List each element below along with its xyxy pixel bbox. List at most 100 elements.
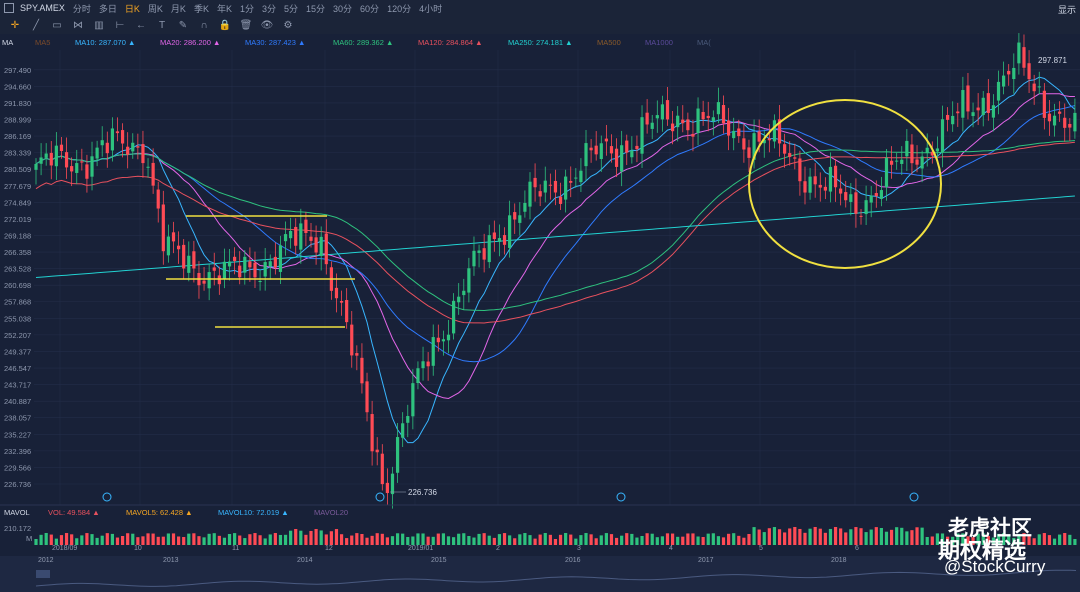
candle-body <box>253 262 257 278</box>
candle-body <box>915 159 919 165</box>
candle-body <box>971 112 975 117</box>
period-tab-9[interactable]: 5分 <box>284 3 299 14</box>
volume-bar <box>665 533 670 545</box>
candle-body <box>604 138 608 142</box>
candle-body <box>95 147 99 159</box>
candle-body <box>732 130 736 139</box>
volume-bar <box>457 533 461 545</box>
candle-body <box>156 189 160 209</box>
ma-tag[interactable]: MA <box>2 37 14 47</box>
ma-legend-item-4[interactable]: MA60: 289.362 ▲ <box>333 38 393 47</box>
navigator-handle[interactable] <box>36 570 50 578</box>
measure-icon[interactable]: ⊢ <box>115 19 125 31</box>
period-tab-11[interactable]: 30分 <box>333 3 353 14</box>
ma-legend-item-5[interactable]: MA120: 284.864 ▲ <box>418 38 483 47</box>
ma-legend-item-8[interactable]: MA1000 <box>645 38 673 47</box>
period-tab-4[interactable]: 月K <box>170 3 186 14</box>
price-tick-16: 252.207 <box>4 331 31 340</box>
range-navigator[interactable]: 2012 2013 2014 2015 2016 2017 2018 <box>0 556 1080 592</box>
volume-bar <box>217 535 221 545</box>
volume-bar <box>304 534 308 545</box>
volume-legend-item-2[interactable]: MAVOL10: 72.019 ▲ <box>218 508 289 517</box>
candle-body <box>334 287 339 299</box>
crosshair-icon[interactable]: ✛ <box>10 19 20 31</box>
pencil-icon[interactable]: ✎ <box>178 19 188 31</box>
period-tab-3[interactable]: 周K <box>147 3 163 14</box>
candle-body <box>207 272 211 289</box>
volume-bar <box>925 537 929 545</box>
candle-body <box>299 223 303 250</box>
pattern-icon[interactable]: ⋈ <box>73 19 83 31</box>
period-tab-7[interactable]: 1分 <box>239 3 254 14</box>
volume-bar <box>533 538 537 545</box>
volume-tag[interactable]: MAVOL <box>4 508 30 517</box>
volume-bar <box>951 536 955 545</box>
period-tab-2[interactable]: 日K <box>124 3 140 14</box>
fibonacci-icon[interactable]: ▥ <box>94 19 104 31</box>
volume-bar <box>940 533 945 545</box>
visibility-icon[interactable]: 👁 <box>260 19 274 31</box>
volume-bar <box>334 529 339 545</box>
vol-value: 49.584 ▲ <box>65 508 100 517</box>
volume-bar <box>777 529 782 545</box>
volume-bar <box>1042 533 1046 545</box>
magnet-icon[interactable]: ∩ <box>200 19 208 31</box>
volume-bar <box>523 533 527 545</box>
event-marker-icon[interactable] <box>909 492 919 502</box>
candle-body <box>783 144 787 154</box>
rectangle-icon[interactable]: ▭ <box>52 19 62 31</box>
period-tab-0[interactable]: 分时 <box>72 3 91 14</box>
event-marker-icon[interactable] <box>102 492 112 502</box>
candle-body <box>996 81 1001 101</box>
arrow-icon[interactable]: ← <box>136 19 146 31</box>
symbol-label[interactable]: SPY.AMEX <box>20 3 65 13</box>
period-tab-12[interactable]: 60分 <box>360 3 380 14</box>
navigator-year-0: 2012 <box>38 557 54 564</box>
period-tab-14[interactable]: 4小时 <box>419 3 443 14</box>
ma-legend-item-1[interactable]: MA10: 287.070 ▲ <box>75 38 135 47</box>
event-marker-icon[interactable] <box>616 492 626 502</box>
lock-icon[interactable]: 🔒 <box>218 19 232 31</box>
period-tab-5[interactable]: 季K <box>193 3 209 14</box>
period-tab-13[interactable]: 120分 <box>387 3 412 14</box>
volume-bar <box>80 535 84 545</box>
candle-body <box>421 361 425 369</box>
event-marker-icon[interactable] <box>375 492 385 502</box>
ma-legend-item-6[interactable]: MA250: 274.181 ▲ <box>508 38 573 47</box>
display-button[interactable]: 显示 <box>1057 5 1076 15</box>
candle-body <box>436 337 440 343</box>
candle-body <box>472 250 476 267</box>
candle-body <box>635 145 639 150</box>
ma-legend-item-2[interactable]: MA20: 286.200 ▲ <box>160 38 220 47</box>
volume-bar <box>1022 533 1026 545</box>
volume-legend-item-1[interactable]: MAVOL5: 62.428 ▲ <box>126 508 193 517</box>
volume-bar <box>889 529 894 545</box>
trendline-icon[interactable]: ╱ <box>32 19 40 31</box>
volume-bar <box>742 537 746 545</box>
candle-body <box>462 290 466 296</box>
period-tab-8[interactable]: 3分 <box>261 3 276 14</box>
volume-legend-item-0[interactable]: VOL: 49.584 ▲ <box>48 508 100 517</box>
ma-legend-item-7[interactable]: MA500 <box>597 38 621 47</box>
ma-legend-item-0[interactable]: MA5 <box>35 38 50 47</box>
candle-body <box>895 160 899 162</box>
candle-body <box>146 166 150 168</box>
settings-icon[interactable]: ⚙ <box>283 19 293 31</box>
candle-body <box>747 147 751 158</box>
period-tab-1[interactable]: 多日 <box>98 3 117 14</box>
volume-bar <box>655 537 659 545</box>
volume-legend-item-3[interactable]: MAVOL20 <box>314 508 348 517</box>
ma-label: MA5 <box>35 38 51 47</box>
volume-bar <box>991 537 996 545</box>
candle-body <box>553 180 558 193</box>
trash-icon[interactable]: 🗑 <box>239 19 253 31</box>
ma-legend-item-9[interactable]: MA( <box>697 38 711 47</box>
candle-body <box>1022 47 1026 68</box>
period-tab-6[interactable]: 年K <box>216 3 232 14</box>
text-icon[interactable]: T <box>158 19 166 31</box>
ma-legend-item-3[interactable]: MA30: 287.423 ▲ <box>245 38 305 47</box>
period-tab-10[interactable]: 15分 <box>306 3 326 14</box>
highlight-circle[interactable] <box>748 99 942 269</box>
window-icon[interactable] <box>4 3 14 13</box>
